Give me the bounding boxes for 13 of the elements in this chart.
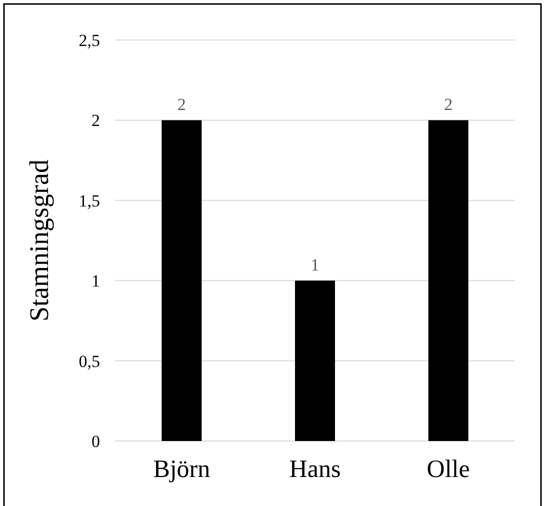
data-label: 1 bbox=[310, 256, 320, 275]
y-tick-label: 0,5 bbox=[78, 352, 100, 371]
y-tick-label: 2 bbox=[92, 111, 100, 130]
y-tick-label: 0 bbox=[92, 432, 100, 451]
y-tick-label: 2,5 bbox=[78, 30, 100, 50]
x-tick-label: Hans bbox=[289, 456, 341, 483]
y-axis-title: Stamningsgrad bbox=[24, 159, 54, 322]
y-tick-label: 1 bbox=[92, 272, 100, 291]
x-tick-label: Olle bbox=[426, 456, 470, 483]
y-tick-label: 1,5 bbox=[78, 191, 100, 210]
x-tick-label: Björn bbox=[153, 456, 211, 483]
data-label: 2 bbox=[177, 95, 186, 114]
data-label: 2 bbox=[444, 95, 453, 114]
